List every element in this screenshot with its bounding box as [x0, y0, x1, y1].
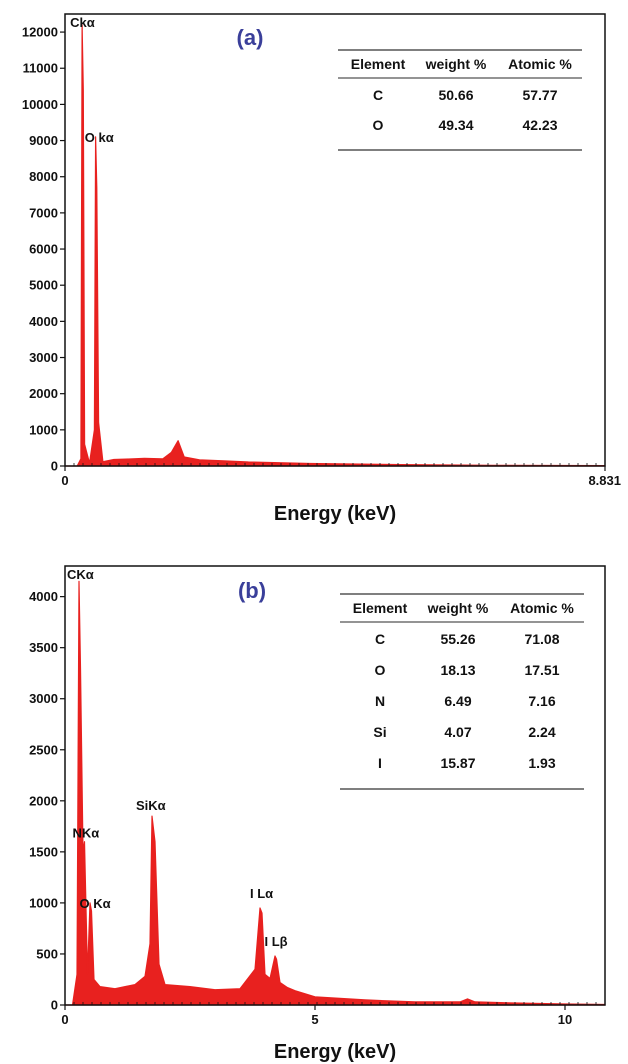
y-tick-label: 1000 [29, 422, 58, 437]
table-cell: 49.34 [438, 117, 473, 133]
table-cell: 17.51 [524, 662, 559, 678]
y-tick-label: 2000 [29, 386, 58, 401]
y-tick-label: 3000 [29, 350, 58, 365]
table-header-cell: Element [351, 56, 406, 72]
spectrum-series-0 [64, 580, 606, 1006]
peak-label: I Lα [250, 886, 273, 901]
table-header-cell: Atomic % [508, 56, 572, 72]
y-tick-label: 3000 [29, 691, 58, 706]
y-tick-label: 4000 [29, 314, 58, 329]
composition-table: Element weight % Atomic % C 50.66 57.77 O 49.34… [338, 49, 582, 151]
table-cell: 2.24 [528, 724, 555, 740]
table-cell: 6.49 [444, 693, 471, 709]
panel-label: (b) [238, 578, 266, 603]
table-cell: 55.26 [440, 631, 475, 647]
table-header-cell: Element [353, 600, 408, 616]
panel-label: (a) [237, 25, 264, 50]
table-cell: 71.08 [524, 631, 559, 647]
table-cell: 4.07 [444, 724, 471, 740]
y-tick-label: 2000 [29, 793, 58, 808]
table-cell: C [373, 87, 383, 103]
peak-label: O kα [85, 130, 114, 145]
y-tick-label: 4000 [29, 589, 58, 604]
peak-label: NKα [73, 826, 100, 841]
y-tick-label: 9000 [29, 133, 58, 148]
peak-label: Ckα [70, 15, 95, 30]
y-tick-label: 0 [51, 998, 58, 1013]
x-tick-label: 0 [61, 1012, 68, 1027]
table-cell: C [375, 631, 385, 647]
y-tick-label: 8000 [29, 169, 58, 184]
y-tick-label: 1000 [29, 895, 58, 910]
table-cell: O [375, 662, 386, 678]
y-tick-label: 2500 [29, 742, 58, 757]
x-tick-label: 8.831 [588, 473, 621, 488]
y-tick-label: 6000 [29, 242, 58, 257]
plot-frame [64, 13, 606, 467]
y-tick-label: 0 [51, 459, 58, 474]
x-tick-label: 5 [311, 1012, 318, 1027]
chart-panel-a: 0 1000 2000 3000 4000 5000 6000 7000 8000 9000 100… [22, 13, 621, 525]
spectrum-series-0 [64, 24, 606, 467]
table-cell: 18.13 [440, 662, 475, 678]
x-tick-label: 10 [558, 1012, 572, 1027]
table-cell: N [375, 693, 385, 709]
y-tick-label: 5000 [29, 278, 58, 293]
table-cell: 1.93 [528, 755, 555, 771]
composition-table: Element weight % Atomic % C 55.26 71.08 O 18.13… [340, 593, 584, 790]
peak-label: SiKα [136, 798, 166, 813]
table-cell: 7.16 [528, 693, 555, 709]
y-tick-label: 3500 [29, 640, 58, 655]
table-header-cell: weight % [427, 600, 489, 616]
table-cell: 15.87 [440, 755, 475, 771]
y-tick-label: 500 [36, 946, 58, 961]
y-tick-label: 1500 [29, 844, 58, 859]
x-axis-label: Energy (keV) [274, 503, 396, 525]
peak-label: I Lβ [265, 934, 288, 949]
table-header-cell: weight % [425, 56, 487, 72]
table-cell: 50.66 [438, 87, 473, 103]
x-tick-label: 0 [61, 473, 68, 488]
table-cell: Si [373, 724, 386, 740]
y-tick-label: 10000 [22, 97, 58, 112]
y-tick-label: 12000 [22, 25, 58, 40]
chart-panel-b: 0 500 1000 1500 2000 2500 3000 3500 4000 0 5 10 Ener… [29, 565, 606, 1063]
x-axis-label: Energy (keV) [274, 1041, 396, 1063]
table-cell: I [378, 755, 382, 771]
y-tick-label: 7000 [29, 205, 58, 220]
table-cell: O [373, 117, 384, 133]
y-tick-label: 11000 [23, 61, 58, 76]
table-cell: 57.77 [522, 87, 557, 103]
table-cell: 42.23 [522, 117, 557, 133]
table-header-cell: Atomic % [510, 600, 574, 616]
peak-label: O Kα [80, 896, 111, 911]
peak-label: CKα [67, 567, 94, 582]
